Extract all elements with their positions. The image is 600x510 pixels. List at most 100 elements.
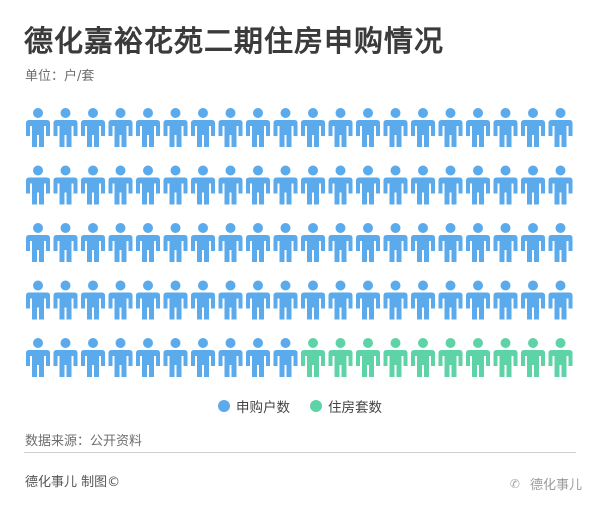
- person-icon: [136, 165, 160, 205]
- credit: 德化事儿 制图©: [25, 475, 121, 490]
- person-icon: [26, 108, 50, 147]
- person-icon: [438, 338, 463, 377]
- person-icon: [136, 223, 160, 262]
- person-icon: [466, 338, 490, 377]
- person-icon: [521, 280, 545, 320]
- person-icon: [191, 338, 215, 377]
- person-icon: [163, 165, 188, 205]
- person-icon: [53, 280, 78, 320]
- person-icon: [26, 280, 50, 320]
- person-icon: [383, 108, 408, 147]
- person-icon: [218, 108, 243, 147]
- person-icon: [163, 223, 188, 262]
- person-icon: [328, 223, 353, 262]
- pictogram-chart: [26, 108, 573, 377]
- person-icon: [108, 165, 133, 205]
- person-icon: [493, 108, 518, 147]
- person-icon: [136, 280, 160, 320]
- person-icon: [493, 280, 518, 320]
- person-icon: [26, 338, 50, 377]
- person-icon: [218, 223, 243, 262]
- person-icon: [411, 338, 435, 377]
- person-icon: [411, 280, 435, 320]
- person-icon: [108, 280, 133, 320]
- person-icon: [246, 223, 270, 262]
- legend-item-applicants: 申购户数: [218, 396, 290, 416]
- person-icon: [438, 165, 463, 205]
- person-icon: [246, 165, 270, 205]
- person-icon: [81, 165, 105, 205]
- person-icon: [493, 165, 518, 205]
- person-icon: [81, 338, 105, 377]
- legend-dot-housing: [310, 400, 322, 412]
- person-icon: [356, 338, 380, 377]
- person-icon: [53, 223, 78, 262]
- person-icon: [493, 223, 518, 262]
- person-icon: [246, 338, 270, 377]
- person-icon: [521, 223, 545, 262]
- person-icon: [521, 338, 545, 377]
- person-icon: [136, 108, 160, 147]
- person-icon: [136, 338, 160, 377]
- person-icon: [163, 108, 188, 147]
- person-icon: [548, 223, 573, 262]
- person-icon: [108, 223, 133, 262]
- person-icon: [411, 223, 435, 262]
- person-icon: [301, 338, 325, 377]
- legend-label-applicants: 申购户数: [236, 400, 290, 416]
- person-icon: [26, 223, 50, 262]
- person-icon: [548, 165, 573, 205]
- person-icon: [383, 223, 408, 262]
- person-icon: [191, 280, 215, 320]
- person-icon: [356, 165, 380, 205]
- person-icon: [163, 338, 188, 377]
- legend-label-housing: 住房套数: [328, 400, 382, 416]
- person-icon: [191, 165, 215, 205]
- person-icon: [53, 338, 78, 377]
- person-icon: [163, 280, 188, 320]
- person-icon: [218, 280, 243, 320]
- legend: 申购户数 住房套数: [0, 396, 600, 416]
- unit-label: 单位：户/套: [25, 69, 95, 84]
- person-icon: [246, 280, 270, 320]
- person-icon: [301, 280, 325, 320]
- watermark-text: 德化事儿: [529, 478, 582, 493]
- person-icon: [108, 338, 133, 377]
- person-icon: [81, 223, 105, 262]
- data-source: 数据来源：公开资料: [25, 434, 143, 449]
- person-icon: [301, 223, 325, 262]
- person-icon: [53, 165, 78, 205]
- legend-item-housing: 住房套数: [310, 396, 382, 416]
- watermark: ✆ 德化事儿: [510, 474, 582, 494]
- person-icon: [301, 165, 325, 205]
- person-icon: [191, 108, 215, 147]
- person-icon: [218, 165, 243, 205]
- person-icon: [191, 223, 215, 262]
- chart-title: 德化嘉裕花苑二期住房申购情况: [24, 24, 445, 58]
- person-icon: [273, 280, 298, 320]
- person-icon: [438, 223, 463, 262]
- person-icon: [521, 165, 545, 205]
- person-icon: [246, 108, 270, 147]
- person-icon: [108, 108, 133, 147]
- person-icon: [328, 165, 353, 205]
- person-icon: [548, 338, 573, 377]
- person-icon: [383, 280, 408, 320]
- person-icon: [81, 108, 105, 147]
- person-icon: [383, 338, 408, 377]
- person-icon: [301, 108, 325, 147]
- person-icon: [273, 338, 298, 377]
- person-icon: [356, 280, 380, 320]
- divider: [24, 452, 576, 453]
- person-icon: [53, 108, 78, 147]
- person-icon: [328, 108, 353, 147]
- person-icon: [273, 108, 298, 147]
- person-icon: [548, 280, 573, 320]
- person-icon: [328, 338, 353, 377]
- person-icon: [26, 165, 50, 205]
- person-icon: [411, 108, 435, 147]
- person-icon: [493, 338, 518, 377]
- person-icon: [521, 108, 545, 147]
- person-icon: [273, 165, 298, 205]
- person-icon: [273, 223, 298, 262]
